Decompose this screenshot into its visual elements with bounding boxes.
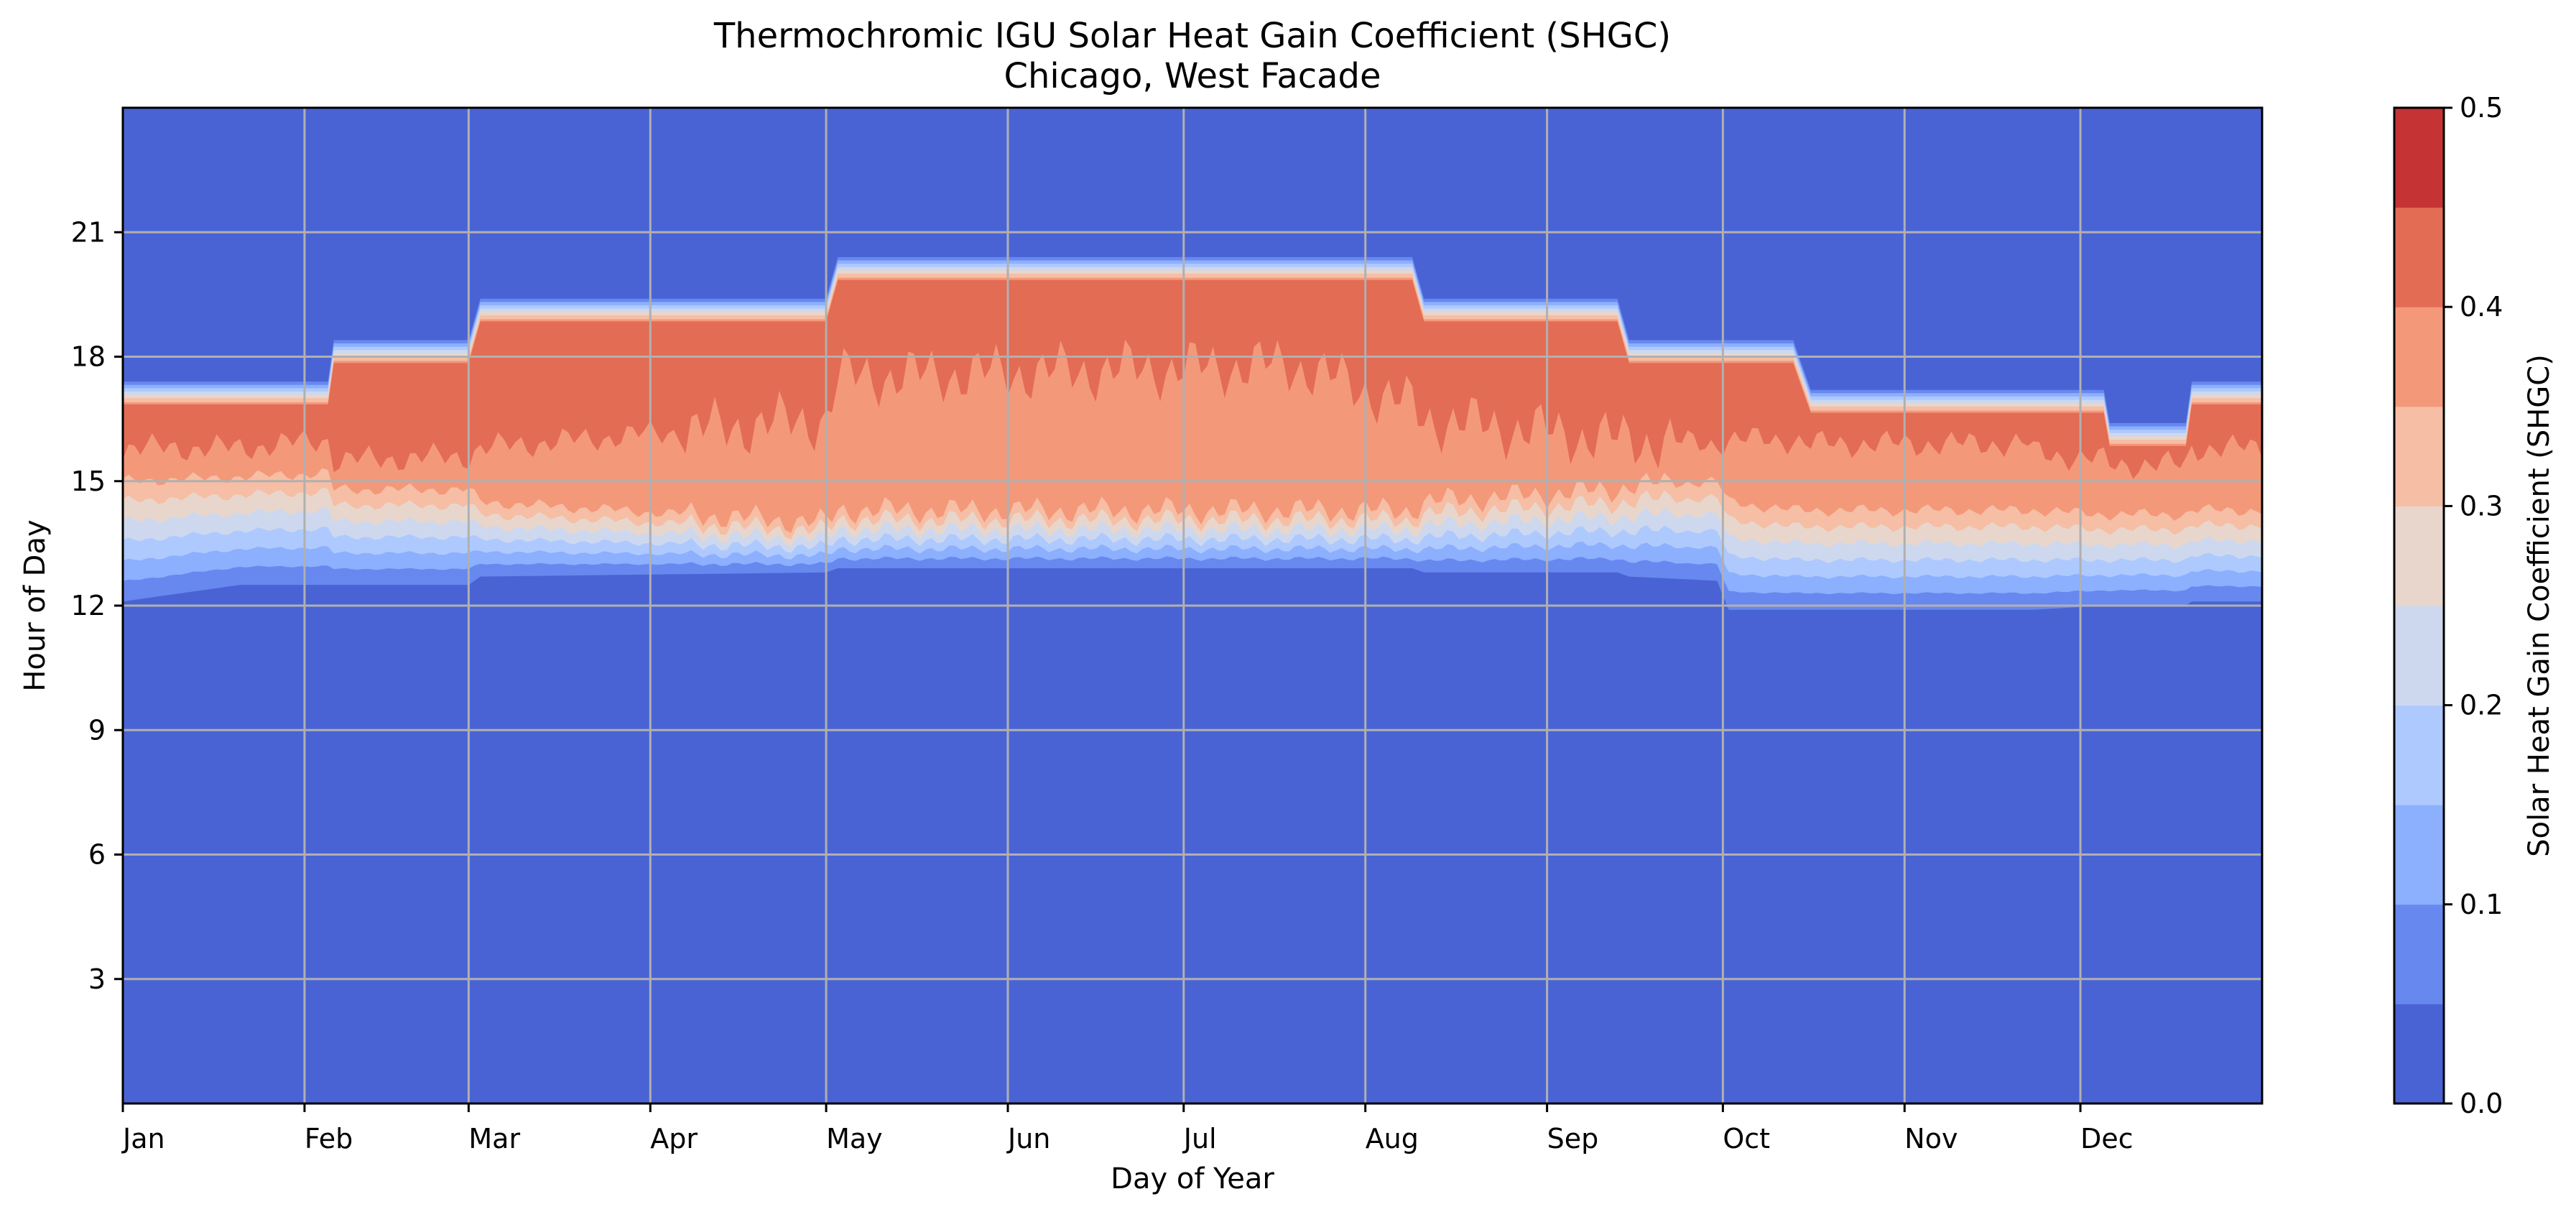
colorbar-segment xyxy=(2394,307,2444,407)
colorbar-segment xyxy=(2394,805,2444,905)
chart-title: Thermochromic IGU Solar Heat Gain Coeffi… xyxy=(713,16,1671,56)
x-axis-ticks: Jan Feb Mar Apr May Jun Jul Aug Sep Oct Nov Dec xyxy=(121,1103,2133,1154)
colorbar-segment xyxy=(2394,1004,2444,1104)
x-tick-label: Oct xyxy=(1723,1123,1770,1154)
x-tick-label: Sep xyxy=(1547,1123,1599,1154)
colorbar-segment xyxy=(2394,506,2444,606)
y-tick-label: 3 xyxy=(88,963,106,995)
colorbar-segment xyxy=(2394,406,2444,506)
y-tick-label: 21 xyxy=(71,216,106,248)
y-tick-label: 18 xyxy=(71,341,106,373)
colorbar-tick-label: 0.3 xyxy=(2460,490,2503,522)
chart-subtitle: Chicago, West Facade xyxy=(1004,56,1381,96)
colorbar-tick-label: 0.5 xyxy=(2460,92,2503,124)
colorbar-tick-label: 0.2 xyxy=(2460,690,2503,721)
y-axis-ticks: 3 6 9 12 15 18 21 xyxy=(71,216,123,995)
y-tick-label: 12 xyxy=(71,590,106,621)
x-tick-label: May xyxy=(826,1123,883,1154)
colorbar-segment xyxy=(2394,606,2444,706)
x-tick-label: Jun xyxy=(1006,1123,1050,1154)
x-tick-label: Apr xyxy=(650,1123,698,1154)
colorbar: 0.0 0.1 0.2 0.3 0.4 0.5 xyxy=(2393,92,2503,1119)
x-tick-label: Dec xyxy=(2080,1123,2133,1154)
y-tick-label: 6 xyxy=(88,839,106,871)
y-tick-label: 15 xyxy=(71,466,106,497)
grid-lines xyxy=(121,108,2262,1103)
colorbar-label: Solar Heat Gain Coefficient (SHGC) xyxy=(2523,354,2556,857)
shgc-contour-level-8 xyxy=(123,279,2262,479)
colorbar-tick-label: 0.0 xyxy=(2460,1088,2503,1119)
colorbar-frame xyxy=(2393,106,2445,1105)
colorbar-tick-label: 0.4 xyxy=(2460,291,2503,323)
x-tick-label: Jan xyxy=(121,1123,165,1154)
colorbar-tick-label: 0.1 xyxy=(2460,889,2503,920)
colorbar-segment xyxy=(2394,108,2444,208)
x-tick-label: Mar xyxy=(468,1123,520,1154)
x-tick-label: Feb xyxy=(305,1123,353,1154)
x-tick-label: Aug xyxy=(1366,1123,1419,1154)
colorbar-segment xyxy=(2394,904,2444,1004)
x-axis-label: Day of Year xyxy=(1111,1162,1274,1195)
x-tick-label: Jul xyxy=(1182,1123,1217,1154)
y-tick-label: 9 xyxy=(88,714,106,746)
y-axis-label: Hour of Day xyxy=(19,519,52,691)
colorbar-segment xyxy=(2394,207,2444,307)
x-tick-label: Nov xyxy=(1904,1123,1958,1154)
colorbar-segment xyxy=(2394,705,2444,805)
